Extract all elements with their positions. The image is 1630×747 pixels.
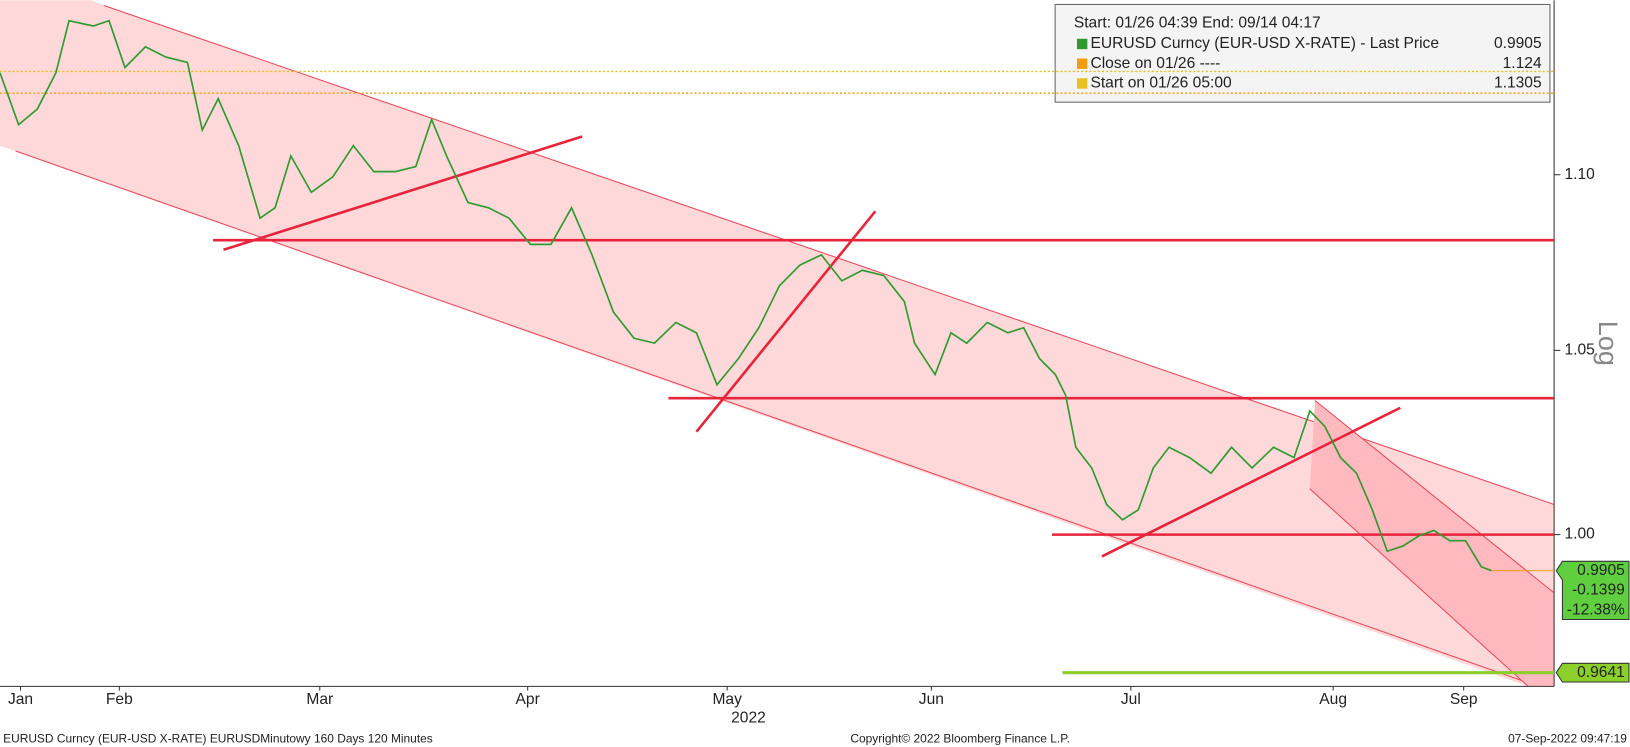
legend-value: 1.1305 xyxy=(1494,75,1542,92)
change-label: -0.1399 xyxy=(1572,582,1625,599)
x-tick-label: Jun xyxy=(919,691,944,708)
last-price-box xyxy=(1555,560,1630,621)
price-line xyxy=(0,19,1492,572)
legend-value: 0.9905 xyxy=(1494,35,1542,52)
trendline xyxy=(223,135,583,252)
x-tick-label: Feb xyxy=(106,691,133,708)
sub-channel-upper xyxy=(1314,400,1555,594)
sub-channel xyxy=(1309,400,1555,687)
trendline xyxy=(695,210,877,433)
last-price-label: 0.9905 xyxy=(1577,562,1625,579)
change-pct-label: -12.38% xyxy=(1567,601,1625,618)
x-tick-label: Mar xyxy=(306,691,333,708)
legend-swatch xyxy=(1076,58,1088,69)
legend-header: Start: 01/26 04:39 End: 09/14 04:17 xyxy=(1074,14,1321,31)
x-tick-label: May xyxy=(712,691,742,708)
legend-swatch xyxy=(1076,38,1088,50)
target-box xyxy=(1555,662,1630,683)
legend-label: Start on 01/26 05:00 xyxy=(1090,75,1232,92)
trendline xyxy=(1101,406,1401,558)
footer-left: EURUSD Curncy (EUR-USD X-RATE) EURUSDMin… xyxy=(3,732,433,746)
sub-channel-lower xyxy=(1309,488,1529,687)
footer-center: Copyright© 2022 Bloomberg Finance L.P. xyxy=(850,732,1070,746)
y-tick-label: 1.05 xyxy=(1565,342,1596,359)
legend xyxy=(1054,3,1551,103)
target-label: 0.9641 xyxy=(1577,664,1625,681)
x-sublabel: 2022 xyxy=(731,710,766,727)
x-tick-label: Sep xyxy=(1450,691,1478,708)
legend-label: Close on 01/26 ---- xyxy=(1090,55,1220,72)
legend-label: EURUSD Curncy (EUR-USD X-RATE) - Last Pr… xyxy=(1090,35,1439,52)
y-tick-label: 1.10 xyxy=(1565,166,1596,183)
channel-lower xyxy=(15,150,1539,687)
x-tick-label: Jul xyxy=(1121,691,1141,708)
x-tick-label: Apr xyxy=(516,691,540,708)
x-tick-label: Aug xyxy=(1319,691,1347,708)
x-tick-label: Jan xyxy=(8,691,33,708)
channel-upper xyxy=(103,5,1555,505)
y-tick-label: 1.00 xyxy=(1565,526,1596,543)
legend-swatch xyxy=(1076,78,1088,89)
y-axis-label: Log xyxy=(1593,321,1623,366)
legend-value: 1.124 xyxy=(1503,55,1542,72)
footer-right: 07-Sep-2022 09:47:19 xyxy=(1508,732,1627,746)
channel xyxy=(0,0,1555,687)
